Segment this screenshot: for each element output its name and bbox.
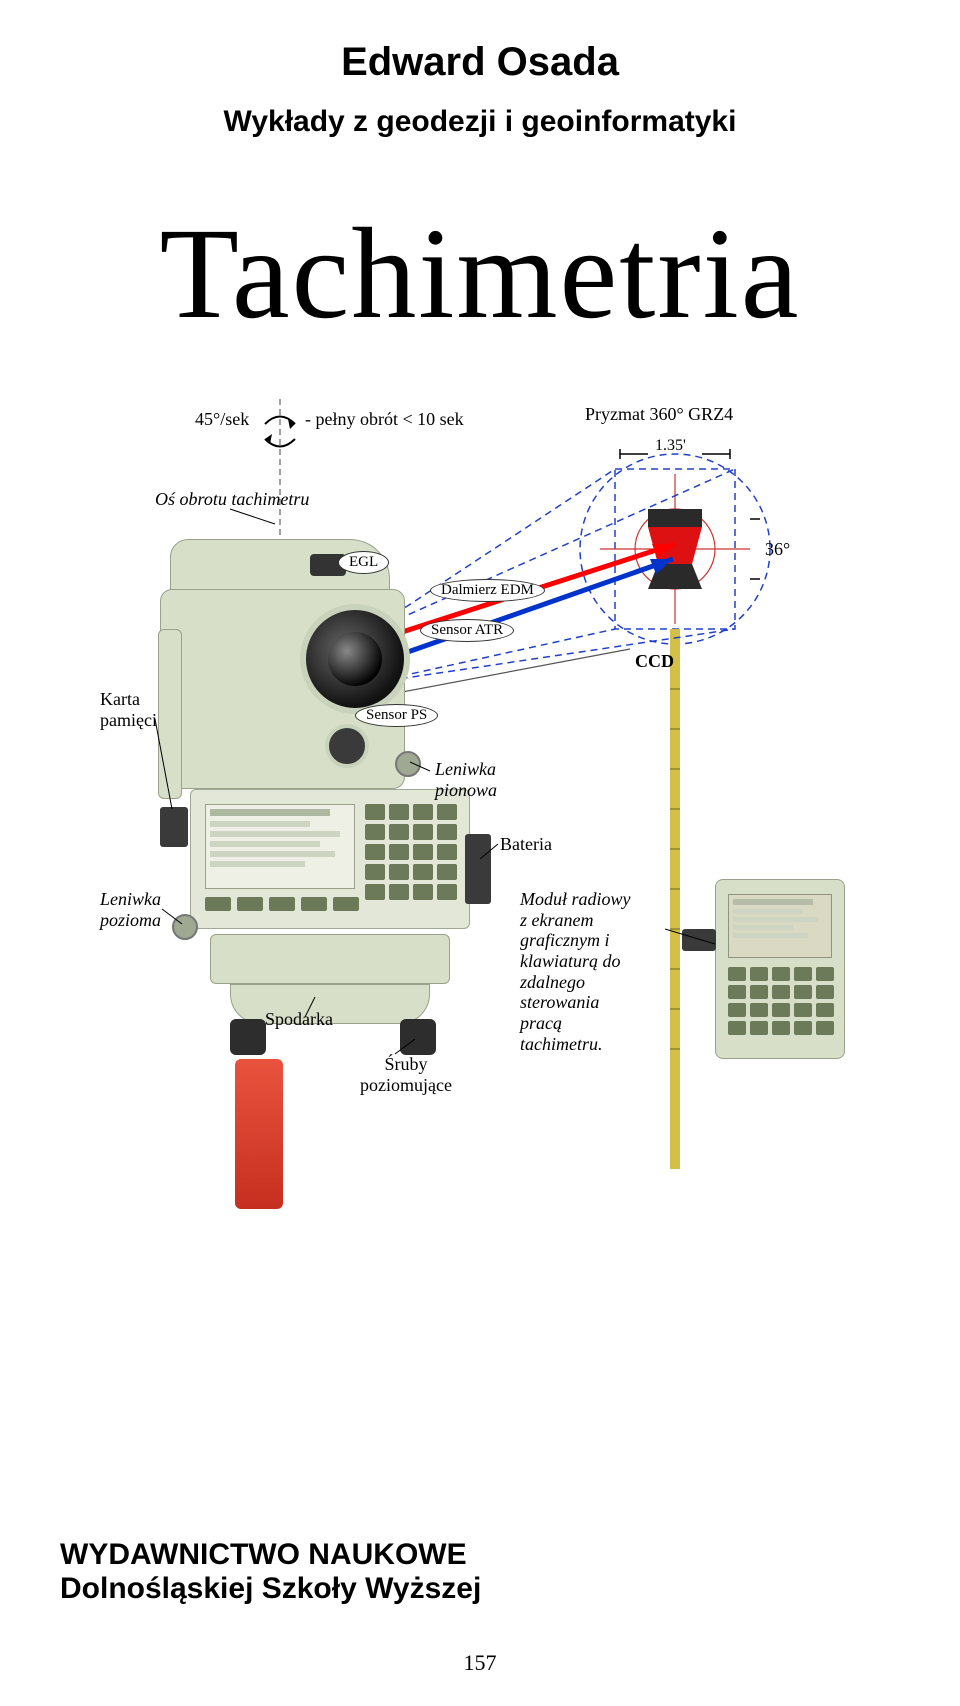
atr-text: Sensor ATR (431, 622, 503, 638)
handheld-keypad (728, 967, 834, 1035)
radio-module-label: Moduł radiowy z ekranem graficznym i kla… (520, 889, 670, 1055)
horizontal-slow-label: Leniwka pozioma (100, 889, 161, 930)
vertical-slow-label: Leniwka pionowa (435, 759, 497, 800)
egl-callout: EGL (338, 551, 389, 574)
rotation-speed-label: 45°/sek (195, 409, 249, 430)
ccd-label: CCD (635, 651, 674, 672)
main-title: Tachimetria (60, 199, 900, 349)
memory-card-slot (160, 807, 188, 847)
full-turn-label: - pełny obrót < 10 sek (305, 409, 464, 430)
lens-inner (328, 632, 382, 686)
tribrach-label: Spodarka (265, 1009, 333, 1030)
controller-bracket (682, 929, 716, 951)
prism-label: Pryzmat 360° GRZ4 (585, 404, 733, 425)
prism-span-label: 1.35' (655, 437, 686, 455)
keypad (365, 804, 457, 900)
page-number: 157 (0, 1650, 960, 1676)
ps-text: Sensor PS (366, 707, 427, 723)
level-screw-left (230, 1019, 266, 1055)
battery-pack (465, 834, 491, 904)
edm-callout: Dalmierz EDM (430, 579, 545, 602)
lecture-subtitle: Wykłady z geodezji i geoinformatyki (60, 105, 900, 139)
horizontal-slow-knob (172, 914, 198, 940)
angle-36-label: 36° (765, 539, 790, 560)
battery-label: Bateria (500, 834, 552, 855)
instrument-diagram: 45°/sek - pełny obrót < 10 sek Pryzmat 3… (100, 389, 860, 1209)
memory-card-label: Karta pamięci (100, 689, 157, 730)
level-screw-right (400, 1019, 436, 1055)
ps-callout: Sensor PS (355, 704, 438, 727)
vertical-slow-knob (395, 751, 421, 777)
publisher-block: WYDAWNICTWO NAUKOWE Dolnośląskiej Szkoły… (60, 1538, 481, 1606)
base-plate (210, 934, 450, 984)
atr-callout: Sensor ATR (420, 619, 514, 642)
author-name: Edward Osada (60, 40, 900, 85)
softkeys (205, 897, 359, 911)
edm-text: Dalmierz EDM (441, 582, 534, 598)
screen-lines (210, 809, 350, 867)
screws-label: Śruby poziomujące (360, 1054, 452, 1095)
handheld-screen-lines (733, 899, 827, 938)
publisher-line-1: WYDAWNICTWO NAUKOWE (60, 1538, 481, 1572)
side-rail (158, 629, 182, 799)
ps-sensor-port (325, 724, 369, 768)
publisher-line-2: Dolnośląskiej Szkoły Wyższej (60, 1572, 481, 1606)
stand-column (235, 1059, 283, 1209)
axis-label: Oś obrotu tachimetru (155, 489, 309, 510)
